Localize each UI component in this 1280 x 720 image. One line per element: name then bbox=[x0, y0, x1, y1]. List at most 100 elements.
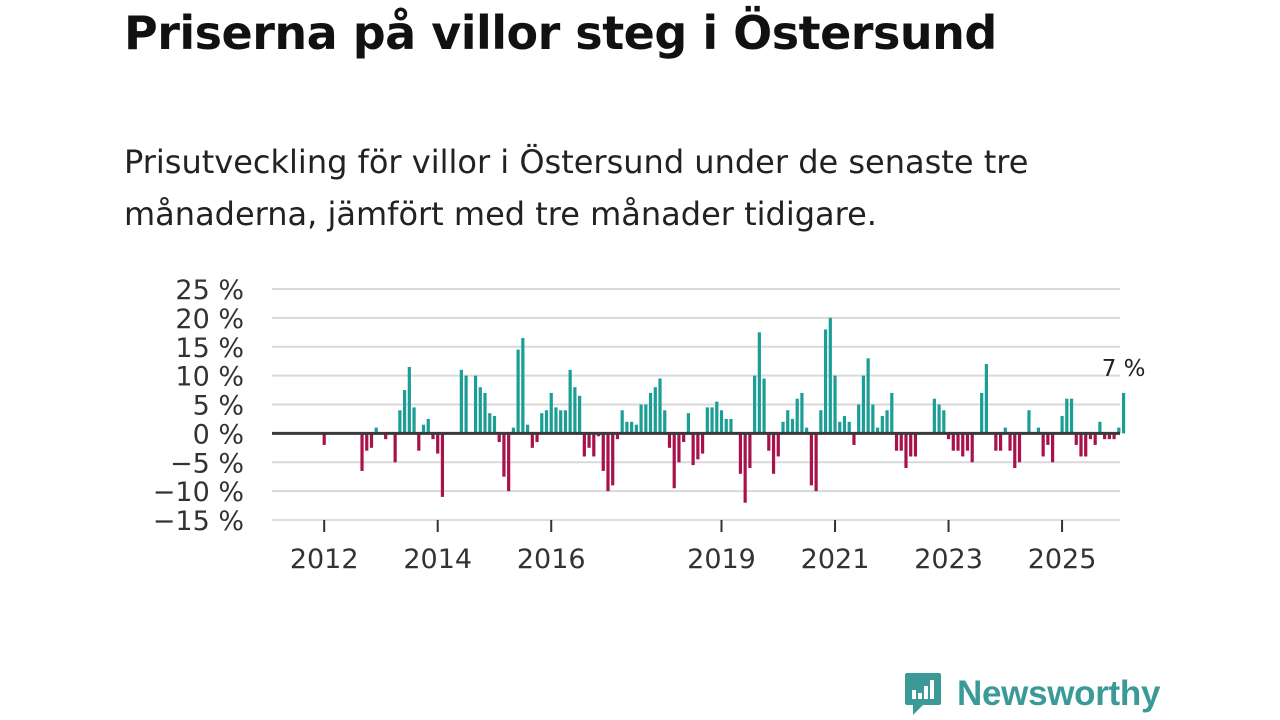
bar bbox=[421, 424, 426, 434]
bar bbox=[374, 427, 378, 434]
bar bbox=[601, 433, 605, 471]
bar bbox=[1103, 433, 1107, 440]
bar bbox=[705, 407, 709, 434]
bar bbox=[1003, 427, 1007, 434]
bar bbox=[748, 433, 752, 469]
bar bbox=[488, 413, 492, 434]
bar bbox=[667, 433, 672, 448]
bar bbox=[578, 395, 582, 434]
bar bbox=[1041, 433, 1045, 457]
bar bbox=[771, 433, 776, 474]
bar bbox=[516, 349, 520, 434]
bar bbox=[710, 407, 714, 434]
y-tick-label: −15 % bbox=[153, 506, 244, 537]
bar bbox=[809, 433, 813, 486]
bar bbox=[805, 427, 809, 434]
bar bbox=[1013, 433, 1017, 469]
bar bbox=[573, 387, 577, 434]
chart-subtitle: Prisutveckling för villor i Östersund un… bbox=[124, 143, 1029, 233]
bar bbox=[866, 358, 870, 434]
bar bbox=[942, 410, 946, 434]
y-tick-label: 5 % bbox=[193, 391, 244, 422]
bar bbox=[842, 416, 847, 434]
bar bbox=[502, 433, 506, 477]
bar bbox=[998, 433, 1003, 451]
bar bbox=[440, 433, 445, 497]
bar bbox=[880, 416, 884, 434]
bar bbox=[913, 433, 918, 457]
y-tick-label: −10 % bbox=[153, 477, 244, 508]
bar bbox=[544, 410, 549, 434]
bar bbox=[507, 433, 511, 492]
bar bbox=[857, 404, 861, 434]
y-tick-label: 10 % bbox=[175, 362, 244, 393]
bar bbox=[625, 421, 629, 434]
bar bbox=[1107, 433, 1111, 440]
bar bbox=[876, 427, 880, 434]
x-tick-label: 2023 bbox=[914, 544, 983, 575]
bar bbox=[956, 433, 960, 451]
bar bbox=[767, 433, 771, 451]
bar bbox=[757, 332, 761, 434]
bar bbox=[412, 407, 416, 434]
bar bbox=[1017, 433, 1022, 463]
bar bbox=[1088, 433, 1093, 440]
newsworthy-logo: Newsworthy bbox=[903, 670, 1160, 718]
bar bbox=[682, 433, 686, 443]
brand-name: Newsworthy bbox=[957, 674, 1161, 713]
bar bbox=[1098, 421, 1102, 434]
bar bbox=[894, 433, 899, 451]
x-tick-label: 2012 bbox=[290, 544, 359, 575]
latest-value-annotation: 7 % bbox=[1102, 356, 1146, 382]
bar bbox=[715, 401, 719, 434]
bar bbox=[549, 392, 553, 434]
bar bbox=[563, 410, 568, 434]
bar bbox=[965, 433, 970, 451]
bar bbox=[904, 433, 908, 469]
bar bbox=[700, 433, 705, 454]
bar bbox=[587, 433, 591, 448]
bar bbox=[890, 392, 894, 434]
bar bbox=[483, 392, 487, 434]
bar bbox=[994, 433, 998, 451]
bar bbox=[946, 433, 951, 440]
bar bbox=[776, 433, 780, 457]
bar bbox=[1074, 433, 1078, 445]
y-axis: 25 %20 %15 %10 %5 %0 %−5 %−10 %−15 % bbox=[153, 275, 244, 537]
bar bbox=[819, 410, 823, 434]
bar bbox=[554, 407, 558, 434]
bar bbox=[861, 375, 866, 434]
bar bbox=[1027, 410, 1031, 434]
bar bbox=[473, 375, 478, 434]
bar bbox=[615, 433, 620, 440]
bar bbox=[1117, 427, 1121, 434]
bar bbox=[790, 418, 795, 434]
bar bbox=[658, 378, 662, 434]
bar bbox=[492, 416, 497, 434]
bar bbox=[885, 410, 889, 434]
bar bbox=[823, 329, 828, 434]
bar bbox=[828, 317, 832, 434]
x-tick-label: 2016 bbox=[517, 544, 586, 575]
bar bbox=[464, 375, 468, 434]
bar bbox=[478, 387, 482, 434]
bar bbox=[525, 424, 530, 434]
bar bbox=[1121, 392, 1126, 434]
bar bbox=[360, 433, 364, 471]
bar bbox=[322, 433, 326, 445]
bar bbox=[648, 392, 653, 434]
x-tick-label: 2021 bbox=[801, 544, 870, 575]
bar bbox=[431, 433, 435, 440]
bar bbox=[620, 410, 624, 434]
bar bbox=[984, 364, 988, 434]
bar bbox=[1112, 433, 1116, 440]
bar bbox=[838, 421, 842, 434]
bar bbox=[729, 418, 733, 434]
bar bbox=[781, 421, 785, 434]
bar bbox=[511, 427, 515, 434]
bar bbox=[1079, 433, 1083, 457]
bar bbox=[696, 433, 700, 460]
bar bbox=[762, 378, 766, 434]
bar bbox=[795, 398, 799, 434]
